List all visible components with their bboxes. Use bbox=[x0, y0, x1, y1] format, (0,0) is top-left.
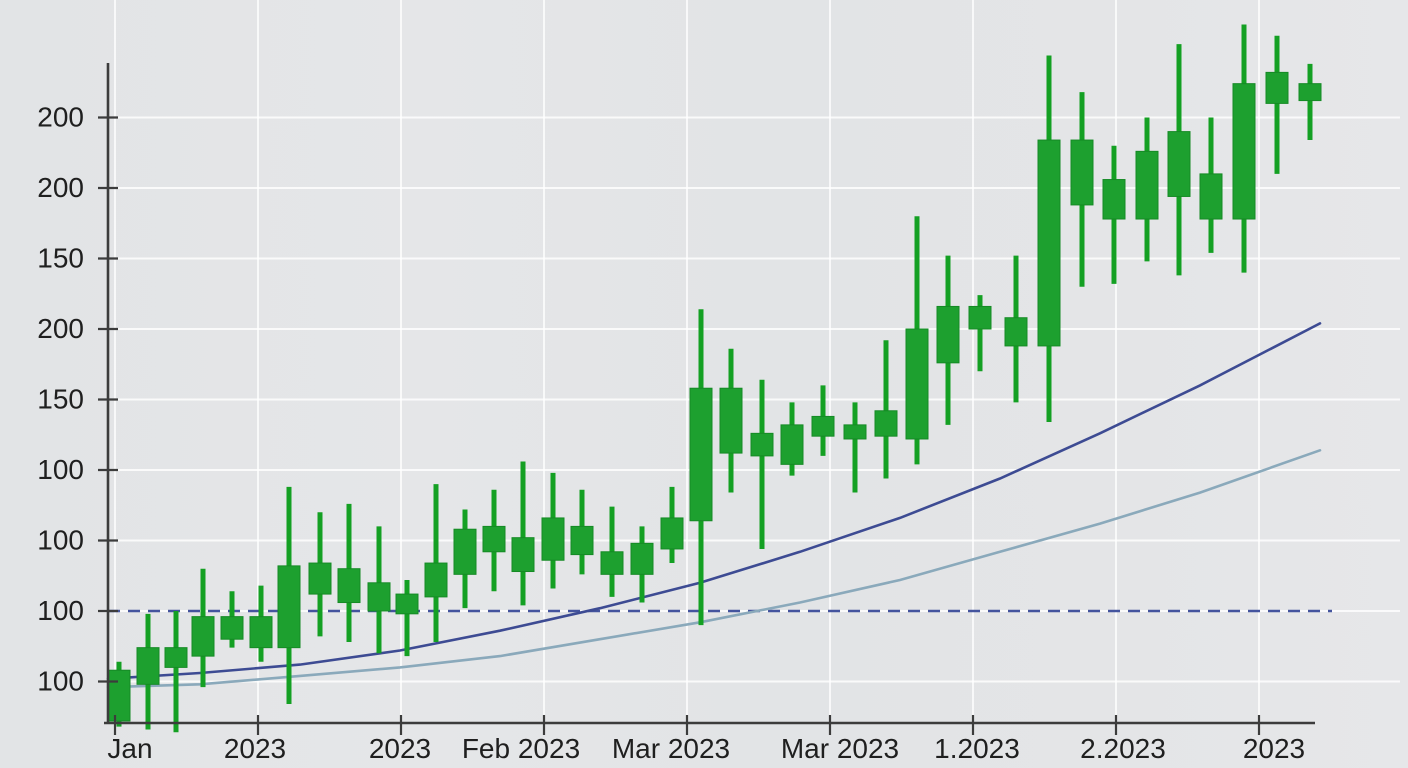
candle-body bbox=[424, 562, 448, 598]
x-axis-label: Feb 2023 bbox=[462, 733, 580, 764]
candle-body bbox=[843, 424, 867, 440]
candle-body bbox=[1070, 139, 1094, 206]
candle-body bbox=[453, 528, 477, 575]
candle-body bbox=[936, 305, 960, 364]
candle-body bbox=[541, 517, 565, 561]
candle-body bbox=[1135, 150, 1159, 220]
candle-body bbox=[1102, 179, 1126, 220]
candle-body bbox=[630, 542, 654, 575]
candle-body bbox=[1167, 131, 1191, 197]
y-axis-label: 150 bbox=[37, 384, 84, 415]
candle-body bbox=[1298, 83, 1322, 102]
candle-body bbox=[395, 593, 419, 615]
x-axis-label: Mar 2023 bbox=[612, 733, 730, 764]
candle-body bbox=[164, 647, 188, 668]
candle-body bbox=[968, 305, 992, 330]
y-axis-label: 200 bbox=[37, 172, 84, 203]
candle-body bbox=[277, 565, 301, 649]
candle-body bbox=[1037, 139, 1061, 347]
x-axis-label: 2023 bbox=[369, 733, 431, 764]
x-axis-label: 2023 bbox=[1243, 733, 1305, 764]
candle-body bbox=[337, 568, 361, 604]
y-axis-label: 100 bbox=[37, 525, 84, 556]
candle-body bbox=[719, 387, 743, 454]
x-axis-label: Jan bbox=[107, 733, 152, 764]
candle-body bbox=[107, 669, 131, 722]
candle-body bbox=[191, 616, 215, 657]
candle-body bbox=[367, 582, 391, 612]
candle-body bbox=[780, 424, 804, 465]
candle-body bbox=[905, 328, 929, 440]
x-axis-label: 2.2023 bbox=[1080, 733, 1166, 764]
candle-body bbox=[308, 562, 332, 595]
candle-body bbox=[220, 616, 244, 640]
candle-body bbox=[570, 525, 594, 556]
candle-body bbox=[660, 517, 684, 550]
y-axis-label: 200 bbox=[37, 102, 84, 133]
x-axis-label: Mar 2023 bbox=[781, 733, 899, 764]
y-axis-label: 200 bbox=[37, 313, 84, 344]
candle-body bbox=[600, 551, 624, 575]
candle-body bbox=[482, 525, 506, 553]
candle-body bbox=[689, 387, 713, 522]
candle-body bbox=[1199, 173, 1223, 220]
candle-body bbox=[1232, 83, 1256, 220]
x-axis-label: 2023 bbox=[224, 733, 286, 764]
x-axis-label: 1.2023 bbox=[934, 733, 1020, 764]
candle-body bbox=[511, 537, 535, 573]
y-axis-label: 100 bbox=[37, 454, 84, 485]
y-axis-label: 100 bbox=[37, 595, 84, 626]
candle-body bbox=[1265, 71, 1289, 104]
candle-body bbox=[1004, 317, 1028, 347]
candle-body bbox=[874, 410, 898, 437]
candle-body bbox=[249, 616, 273, 649]
candle-body bbox=[750, 432, 774, 457]
candle-body bbox=[136, 647, 160, 685]
candle-body bbox=[811, 415, 835, 437]
y-axis-label: 100 bbox=[37, 666, 84, 697]
y-axis-label: 150 bbox=[37, 243, 84, 274]
